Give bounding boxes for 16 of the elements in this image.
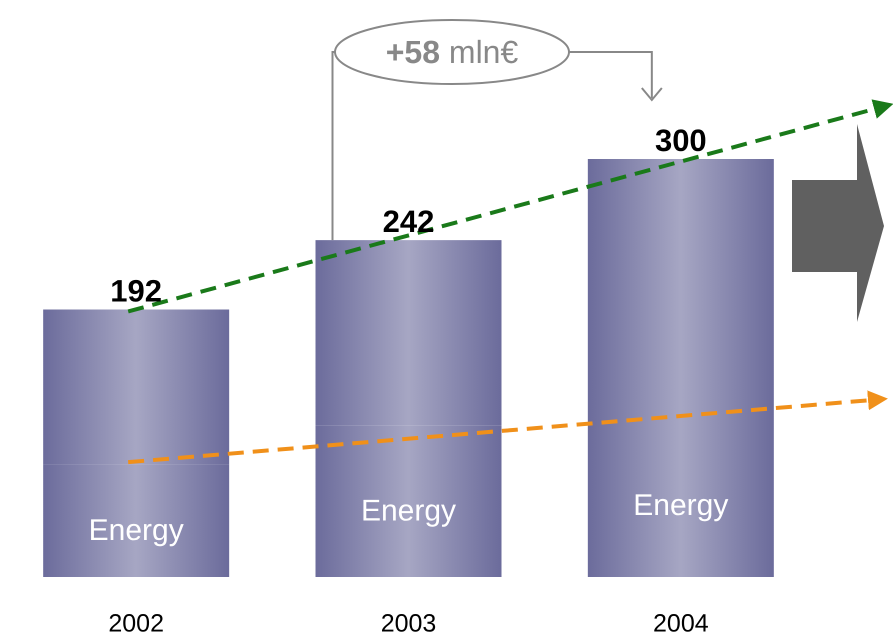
annotation: 192 bbox=[110, 273, 162, 308]
text: Energy bbox=[633, 488, 728, 522]
bar bbox=[588, 159, 774, 414]
bar bbox=[316, 425, 502, 577]
annotation: 300 bbox=[654, 123, 707, 158]
bar bbox=[43, 464, 230, 577]
annotation: 242 bbox=[382, 204, 434, 240]
x-tick-label: 2004 bbox=[653, 610, 709, 636]
text: +58 mln€ bbox=[386, 34, 518, 70]
series-label: Energy bbox=[88, 514, 184, 548]
bar bbox=[316, 240, 502, 426]
x-tick-label: 2002 bbox=[108, 610, 164, 636]
text: Energy bbox=[360, 494, 456, 528]
bar bbox=[43, 309, 230, 464]
bar bbox=[588, 414, 774, 577]
x-tick-label: 2003 bbox=[380, 610, 436, 636]
